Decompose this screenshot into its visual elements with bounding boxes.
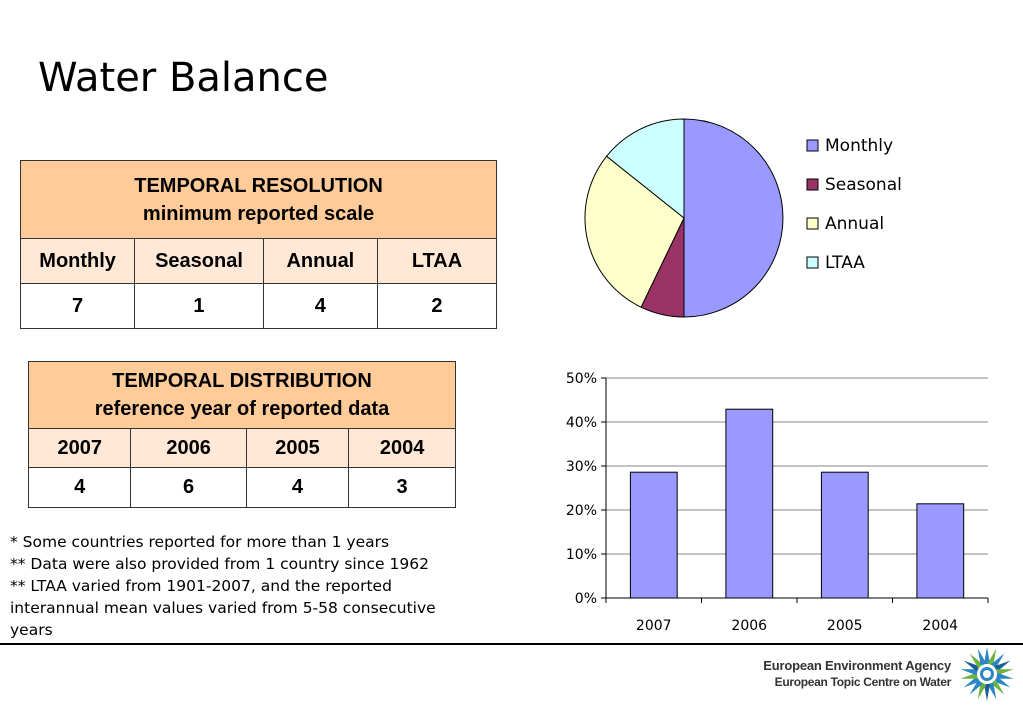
page-title: Water Balance	[38, 55, 329, 101]
table-cell: 6	[130, 467, 247, 508]
legend-label: Seasonal	[825, 175, 902, 195]
column-header: 2004	[348, 428, 456, 468]
bar-2007	[629, 471, 678, 599]
table-cell: 1	[134, 283, 264, 329]
y-tick-label: 10%	[566, 547, 597, 563]
column-header: 2005	[245, 428, 350, 468]
temporal-distribution-table: TEMPORAL DISTRIBUTION reference year of …	[27, 361, 456, 508]
table-header: TEMPORAL RESOLUTION minimum reported sca…	[20, 160, 497, 239]
column-header: LTAA	[376, 238, 498, 284]
footer-divider	[0, 643, 1023, 645]
temporal-resolution-table: TEMPORAL RESOLUTION minimum reported sca…	[19, 160, 498, 329]
column-header: 2007	[27, 428, 132, 468]
legend-swatch	[806, 217, 819, 230]
agency-subtitle: European Topic Centre on Water	[774, 675, 952, 689]
footnote: years	[10, 621, 53, 639]
table-cell: 4	[262, 283, 378, 329]
bar-2004	[916, 503, 965, 599]
legend-label: Annual	[825, 214, 884, 234]
table-cell: 3	[348, 467, 456, 508]
y-tick-label: 30%	[566, 459, 597, 475]
y-tick-label: 0%	[575, 591, 597, 607]
bar-2005	[820, 471, 869, 599]
eea-sun-logo-icon	[960, 647, 1014, 701]
table-cell: 4	[27, 467, 132, 508]
agency-name: European Environment Agency	[763, 658, 951, 673]
pie-chart: Monthly Seasonal Annual LTAA	[584, 118, 902, 318]
x-tick-label: 2007	[636, 618, 672, 634]
x-tick-label: 2006	[731, 618, 767, 634]
legend-swatch	[806, 256, 819, 269]
y-tick-label: 50%	[566, 371, 597, 387]
y-tick-label: 40%	[566, 415, 597, 431]
table-cell: 4	[245, 467, 350, 508]
table-header-line1: TEMPORAL DISTRIBUTION	[112, 370, 372, 392]
column-header: Seasonal	[134, 238, 264, 284]
pie-slice-monthly	[683, 118, 784, 318]
table-header-line2: reference year of reported data	[94, 398, 390, 420]
legend-label: Monthly	[825, 136, 893, 156]
legend-label: LTAA	[825, 253, 865, 273]
table-header: TEMPORAL DISTRIBUTION reference year of …	[28, 361, 456, 429]
table-header-line2: minimum reported scale	[142, 202, 375, 225]
bar-2006	[725, 408, 774, 599]
x-tick-label: 2004	[922, 618, 958, 634]
bar-chart: 0% 10% 20% 30% 40% 50% 2007 2006 2005 2004	[566, 371, 989, 634]
x-tick-label: 2005	[827, 618, 863, 634]
y-tick-label: 20%	[566, 503, 597, 519]
table-header-line1: TEMPORAL RESOLUTION	[134, 174, 383, 197]
legend-swatch	[806, 178, 819, 191]
table-cell: 7	[19, 283, 136, 329]
legend-swatch	[806, 139, 819, 152]
column-header: 2006	[130, 428, 247, 468]
column-header: Monthly	[19, 238, 136, 284]
footnote: * Some countries reported for more than …	[10, 533, 390, 551]
footnote: interannual mean values varied from 5-58…	[10, 599, 436, 617]
footnote: ** Data were also provided from 1 countr…	[10, 555, 429, 573]
footnotes: * Some countries reported for more than …	[10, 531, 525, 641]
pie-slice-ltaa	[605, 118, 685, 220]
table-cell: 2	[376, 283, 498, 329]
pie-slice-annual	[584, 155, 685, 308]
footnote: ** LTAA varied from 1901-2007, and the r…	[10, 577, 392, 595]
column-header: Annual	[262, 238, 378, 284]
